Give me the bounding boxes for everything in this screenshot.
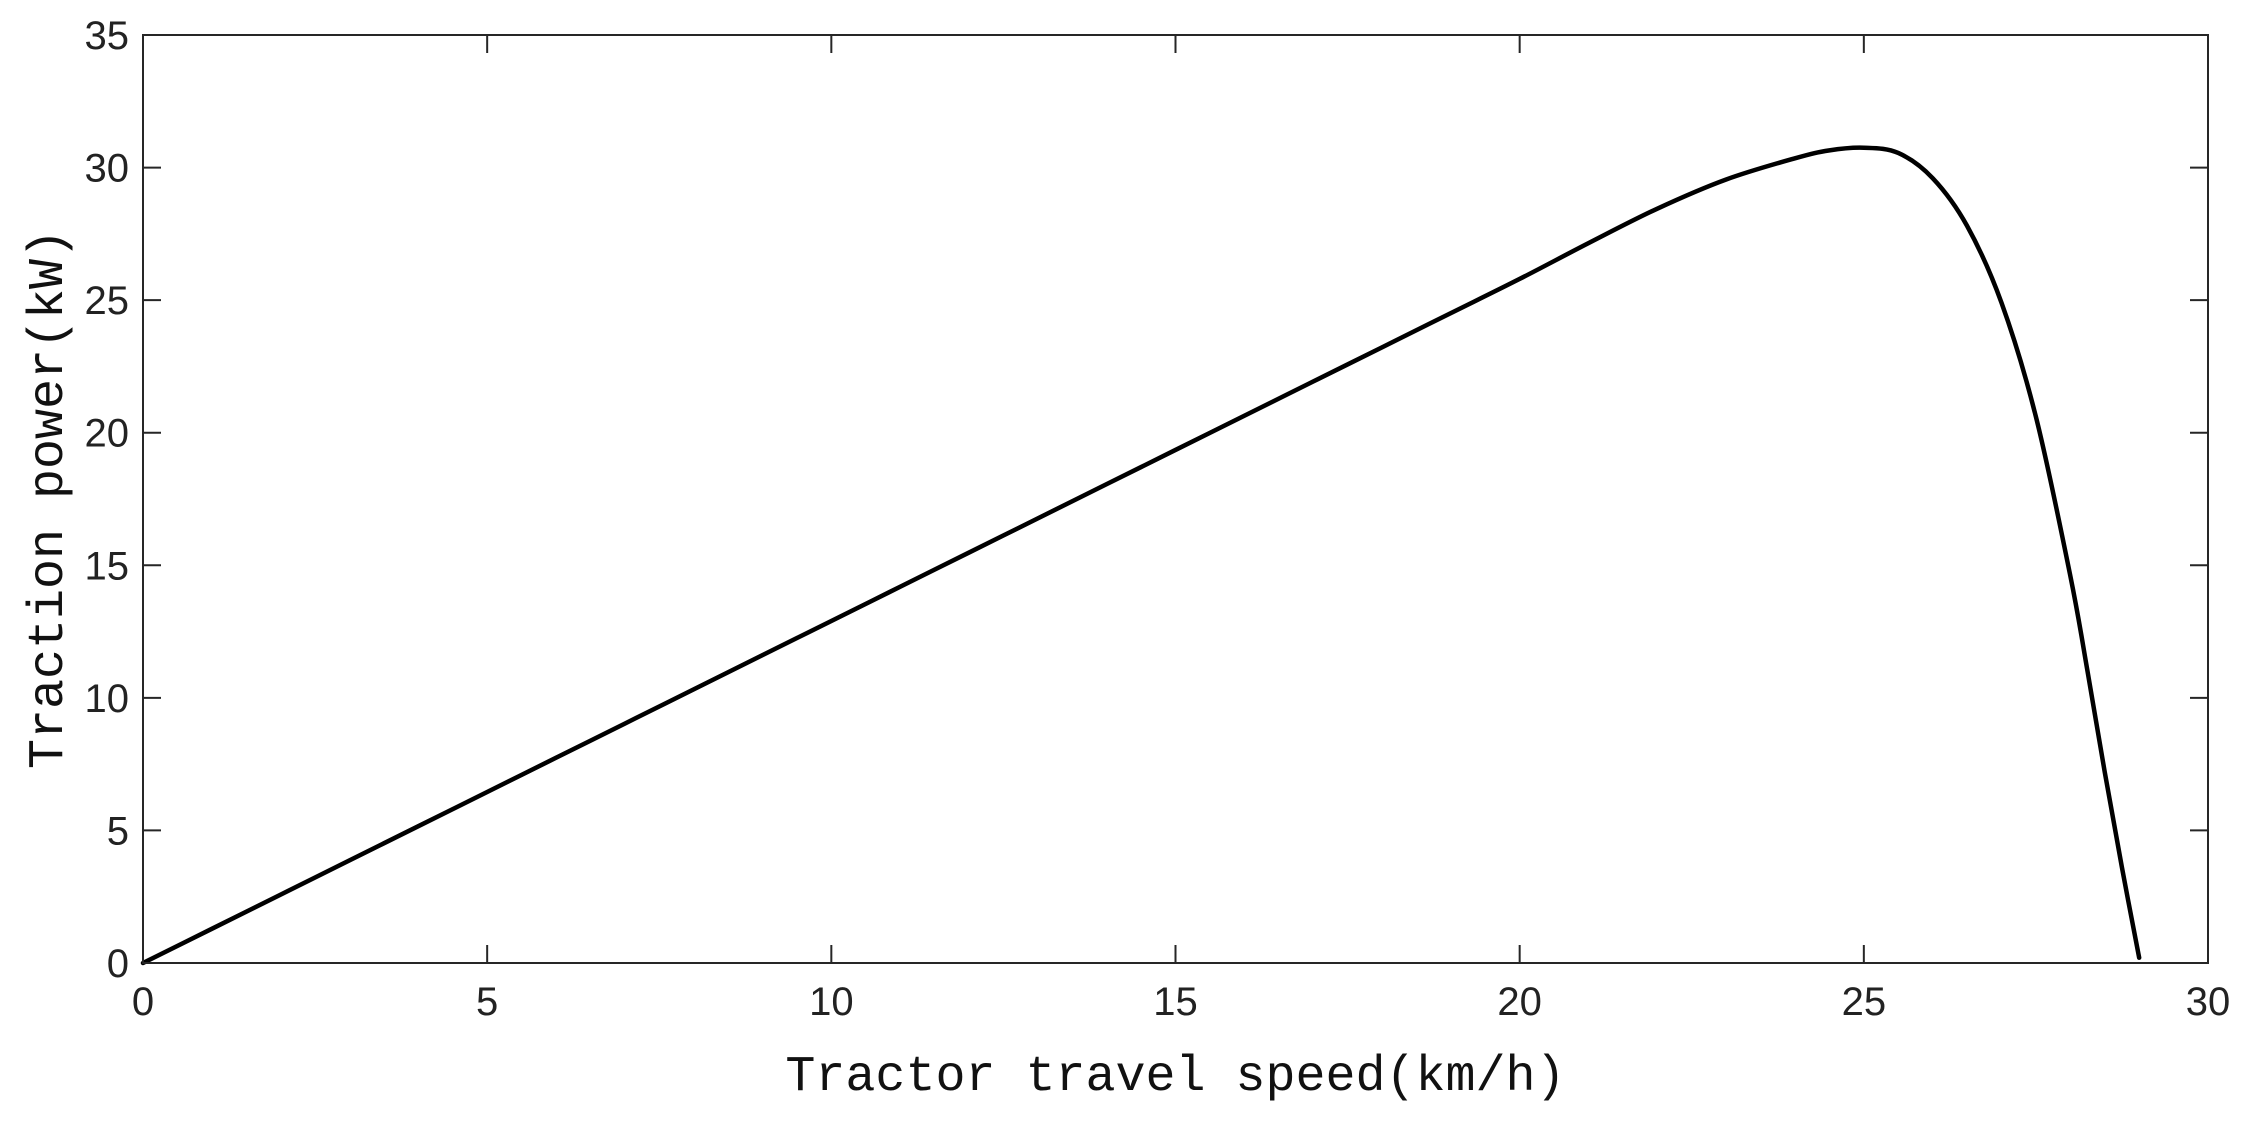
x-axis-label: Tractor travel speed(km/h) — [785, 1049, 1565, 1106]
y-tick-label: 15 — [85, 544, 130, 588]
ticks-layer — [142, 34, 2209, 964]
y-tick-label: 25 — [85, 279, 130, 323]
x-tick-label: 10 — [809, 980, 854, 1024]
x-tick-label: 25 — [1842, 980, 1887, 1024]
x-tick-label: 5 — [476, 980, 498, 1024]
y-tick-label: 5 — [107, 809, 129, 853]
x-tick-label: 15 — [1153, 980, 1198, 1024]
y-axis-label: Traction power(kW) — [21, 229, 78, 769]
y-tick-label: 30 — [85, 147, 130, 191]
y-tick-label: 10 — [85, 677, 130, 721]
y-tick-label: 35 — [85, 14, 130, 58]
plot-frame — [142, 34, 2209, 964]
y-tick-label: 0 — [107, 942, 129, 986]
y-tick-label: 20 — [85, 412, 130, 456]
traction-power-curve — [140, 145, 2142, 966]
x-tick-label: 0 — [132, 980, 154, 1024]
x-tick-label: 30 — [2186, 980, 2231, 1024]
x-tick-label: 20 — [1497, 980, 1542, 1024]
tick-labels-layer: 0 5 10 15 20 25 30 0 5 10 15 20 25 30 35 — [85, 14, 2231, 1024]
